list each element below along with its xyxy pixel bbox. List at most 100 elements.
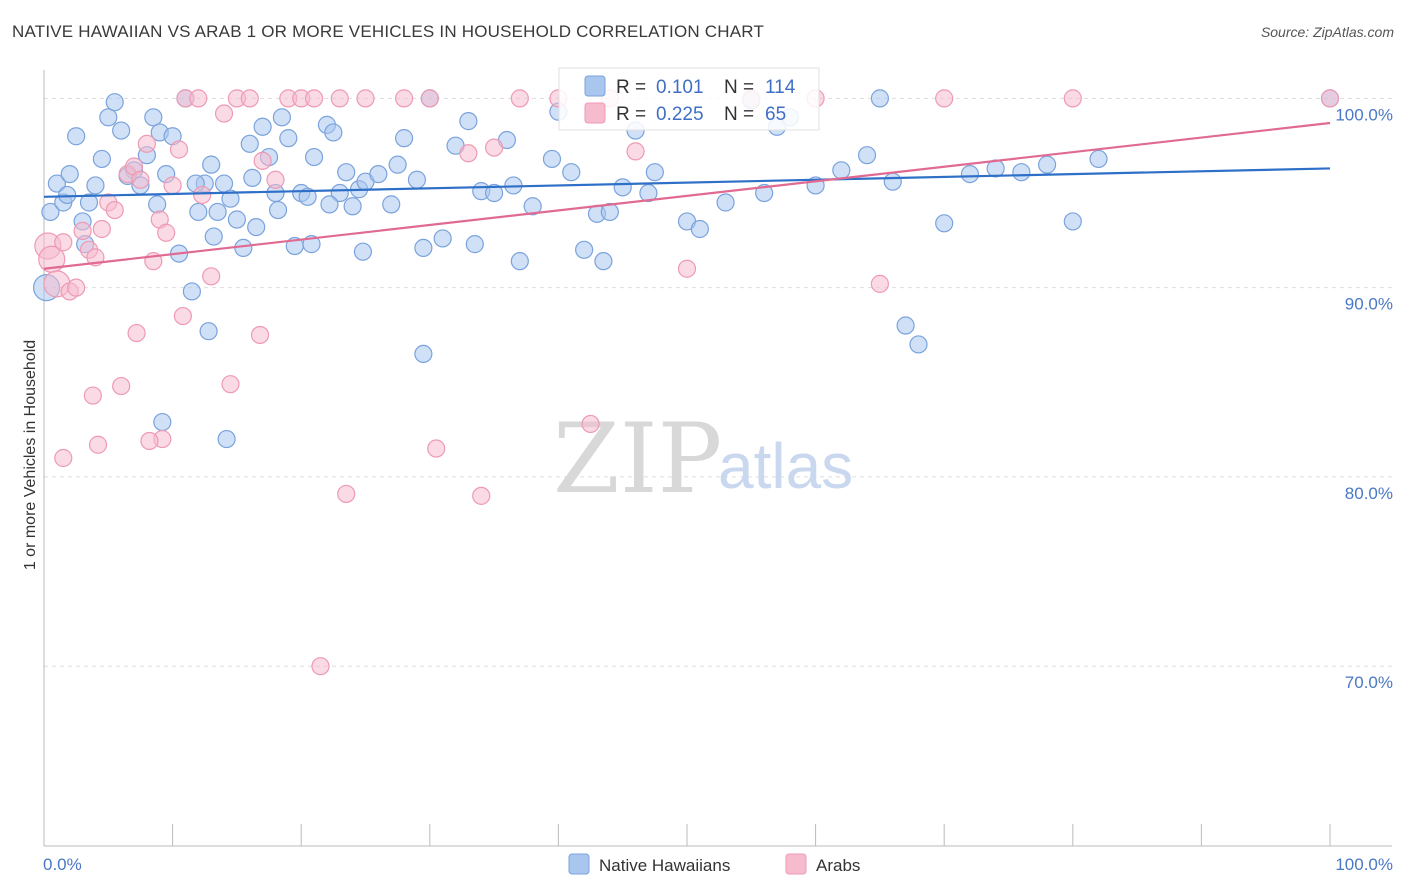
arab-point xyxy=(485,138,504,157)
native-hawaiian-point xyxy=(1037,155,1057,174)
native-hawaiian-point xyxy=(575,240,594,259)
native-hawaiian-point xyxy=(337,163,356,182)
native-hawaiian-point xyxy=(388,155,407,174)
native-hawaiian-point xyxy=(217,429,236,449)
native-hawaiian-point xyxy=(148,195,167,214)
native-hawaiian-point xyxy=(510,252,529,271)
native-hawaiian-point xyxy=(414,344,433,364)
stats-swatch-pink xyxy=(584,102,606,124)
native-hawaiian-point xyxy=(60,164,79,184)
native-hawaiian-point xyxy=(433,229,452,248)
arab-point xyxy=(221,375,240,394)
arab-point xyxy=(626,142,645,161)
native-hawaiian-point xyxy=(47,174,66,193)
arab-point xyxy=(250,325,270,345)
arab-point xyxy=(105,200,124,220)
arab-point xyxy=(266,170,285,189)
native-hawaiian-point xyxy=(414,238,433,258)
native-hawaiian-point xyxy=(407,170,427,189)
native-hawaiian-trend-line xyxy=(43,167,1331,198)
native-hawaiian-point xyxy=(909,335,928,354)
arab-point xyxy=(510,89,529,108)
arab-point xyxy=(127,323,146,343)
arab-point xyxy=(157,223,176,242)
arab-point xyxy=(420,89,439,108)
arab-point xyxy=(169,140,189,159)
native-hawaiian-point xyxy=(613,178,632,197)
native-hawaiian-point xyxy=(272,108,292,127)
arab-point xyxy=(677,259,697,278)
native-hawaiian-point xyxy=(253,117,272,136)
native-hawaiian-point xyxy=(243,168,262,187)
arab-point xyxy=(394,89,414,108)
native-hawaiian-point xyxy=(221,189,240,208)
native-hawaiian-point xyxy=(857,146,877,165)
arab-point xyxy=(427,439,446,458)
arab-point xyxy=(112,376,131,396)
data-points xyxy=(32,89,1340,676)
axes xyxy=(43,70,1392,847)
native-hawaiian-point xyxy=(214,174,234,193)
native-hawaiian-point xyxy=(600,202,619,222)
native-hawaiian-point xyxy=(465,235,484,254)
x-tick-labels: 0.0% 100.0% xyxy=(43,855,1393,874)
arab-point xyxy=(356,89,375,108)
native-hawaiian-point xyxy=(755,183,774,203)
arab-point xyxy=(472,486,491,505)
native-hawaiian-point xyxy=(298,187,317,206)
arab-point xyxy=(935,89,954,108)
x-tick-label-right: 100.0% xyxy=(1335,855,1393,874)
arab-point xyxy=(870,274,890,293)
arab-point xyxy=(193,185,212,205)
native-hawaiian-point xyxy=(112,121,131,140)
native-hawaiian-point xyxy=(542,149,562,169)
watermark-zip: ZIP xyxy=(553,403,722,515)
stats-n-label-2: N = xyxy=(724,104,754,125)
y-tick-label-100: 100.0% xyxy=(1335,105,1393,124)
arab-point xyxy=(253,151,272,170)
stats-r-label-1: R = xyxy=(616,77,646,98)
native-hawaiian-point xyxy=(690,219,709,239)
arab-point xyxy=(240,89,259,108)
arab-point xyxy=(140,431,159,451)
native-hawaiian-point xyxy=(189,202,208,222)
native-hawaiian-point xyxy=(153,412,172,432)
arab-point xyxy=(88,435,108,454)
native-hawaiian-point xyxy=(935,214,954,233)
native-hawaiian-point xyxy=(279,129,298,148)
native-hawaiian-point xyxy=(86,176,105,195)
arab-point xyxy=(330,89,349,108)
native-hawaiian-point xyxy=(562,163,581,182)
arab-point xyxy=(163,176,182,195)
chart-title: NATIVE HAWAIIAN VS ARAB 1 OR MORE VEHICL… xyxy=(12,22,765,41)
watermark-atlas: atlas xyxy=(718,430,853,502)
legend-swatch-arabs xyxy=(785,853,807,875)
stats-r-value-1: 0.101 xyxy=(656,77,704,98)
arab-point xyxy=(92,219,111,239)
native-hawaiian-point xyxy=(58,185,77,205)
arab-point xyxy=(67,278,86,297)
native-hawaiian-point xyxy=(320,195,339,214)
native-hawaiian-point xyxy=(1063,212,1082,231)
native-hawaiian-point xyxy=(144,108,163,127)
y-axis-label: 1 or more Vehicles in Household xyxy=(22,340,39,570)
native-hawaiian-point xyxy=(394,129,414,148)
arab-point xyxy=(1063,89,1082,108)
arab-point xyxy=(189,89,208,108)
native-hawaiian-point xyxy=(227,210,246,229)
arab-point xyxy=(311,657,330,676)
native-hawaiian-point xyxy=(353,242,373,261)
x-tick-label-left: 0.0% xyxy=(43,855,82,874)
native-hawaiian-point xyxy=(382,195,401,214)
y-tick-label-80: 80.0% xyxy=(1345,484,1393,503)
legend-label-native-hawaiians: Native Hawaiians xyxy=(599,856,730,875)
arab-point xyxy=(131,170,150,189)
source-label: Source: ZipAtlas.com xyxy=(1260,24,1394,40)
native-hawaiian-point xyxy=(105,93,124,112)
arab-point xyxy=(73,221,92,240)
arab-point xyxy=(1320,89,1340,108)
native-hawaiian-point xyxy=(459,112,478,131)
native-hawaiian-point xyxy=(240,134,259,153)
native-hawaiian-point xyxy=(369,164,388,184)
legend-label-arabs: Arabs xyxy=(816,856,860,875)
